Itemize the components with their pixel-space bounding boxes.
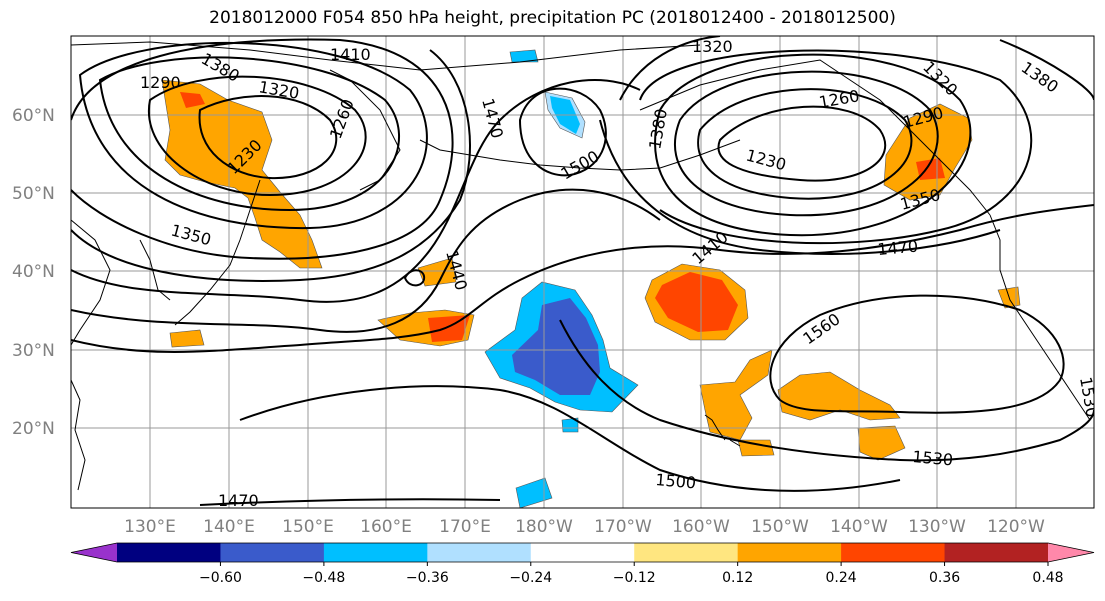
precip-red-160w [655, 272, 738, 332]
contour-1470-main [71, 204, 1094, 353]
contour-label: 1470 [218, 491, 259, 510]
lon-label: 120°W [987, 517, 1045, 537]
colorbar-tick-label: −0.60 [199, 570, 242, 586]
colorbar-cell [737, 543, 842, 562]
lon-label: 130°W [908, 517, 966, 537]
contour-1440 [71, 188, 661, 333]
colorbar-tick-label: −0.36 [406, 570, 449, 586]
contour-label: 1290 [140, 73, 181, 92]
contour-label: 1320 [692, 37, 733, 56]
precip-cyan-small [509, 49, 539, 63]
colorbar-cell [220, 543, 325, 562]
lon-label: 140°E [203, 517, 255, 537]
contour-1230-east [717, 105, 887, 182]
lon-label: 180°W [515, 517, 573, 537]
contour-1500 [239, 385, 901, 492]
colorbar: −0.60 −0.48 −0.36 −0.24 −0.12 0.12 0.24 0.36 0.4… [70, 542, 1095, 586]
contour-1260-east [697, 88, 913, 200]
contour-1350-west [71, 38, 454, 260]
contour-1440-loop [403, 269, 426, 287]
colorbar-extend-low [71, 543, 117, 562]
precip-orange-135w [857, 425, 906, 461]
coast-korea [139, 239, 171, 301]
contour-label: 1500 [655, 470, 697, 492]
lat-label: 40°N [12, 262, 55, 282]
colorbar-outline [70, 542, 1095, 563]
lon-label: 170°W [594, 517, 652, 537]
precip-orange-170e-north [417, 257, 457, 287]
lon-label: 170°E [439, 517, 491, 537]
precip-red-alaska [916, 158, 945, 180]
lon-label: 160°W [672, 517, 730, 537]
colorbar-cell [944, 543, 1049, 562]
colorbar-tick-label: 0.24 [826, 570, 857, 586]
lon-label: 150°E [282, 517, 334, 537]
colorbar-extend-high [1048, 543, 1094, 562]
contour-1380-east [619, 36, 1094, 101]
contour-label: 1530 [912, 447, 954, 469]
lat-label: 20°N [12, 419, 55, 439]
colorbar-ticks: −0.60 −0.48 −0.36 −0.24 −0.12 0.12 0.24 0.36 0.4… [199, 562, 1064, 586]
contour-1530 [559, 319, 1094, 462]
coast-japan [174, 179, 261, 326]
lon-label: 150°W [751, 517, 809, 537]
colorbar-tick-label: −0.24 [509, 570, 552, 586]
colorbar-tick-label: −0.12 [613, 570, 656, 586]
contour-1410-west [71, 79, 641, 303]
lat-label: 60°N [12, 106, 55, 126]
coast-hawaii [704, 414, 741, 447]
lon-label: 140°W [830, 517, 888, 537]
contour-label: 1470 [877, 237, 919, 259]
precip-orange-japan [161, 79, 323, 269]
precip-blue-dateline [512, 298, 600, 395]
colorbar-tick-label: −0.48 [302, 570, 345, 586]
precip-cyan-south [515, 477, 553, 508]
contour-1410-east [599, 119, 1001, 255]
lon-label: 160°E [360, 517, 412, 537]
contour-1320-east [654, 53, 972, 237]
colorbar-tick-label: 0.48 [1032, 570, 1063, 586]
graticule [71, 36, 1094, 508]
longitude-labels: 130°E 140°E 150°E 160°E 170°E 180°W 170°… [124, 517, 1045, 537]
latitude-labels: 60°N 50°N 40°N 30°N 20°N [12, 106, 55, 439]
precip-orange-150w [699, 349, 773, 441]
map-title: 2018012000 F054 850 hPa height, precipit… [209, 8, 896, 28]
colorbar-tick-label: 0.12 [722, 570, 753, 586]
precip-red-japan [180, 92, 205, 108]
precip-orange-hawaii [737, 439, 775, 457]
contour-1470-south [199, 498, 501, 506]
height-contours [71, 36, 1094, 506]
precip-orange-south-japan [169, 329, 205, 348]
coastlines [71, 41, 1091, 491]
colorbar-cell [323, 543, 428, 562]
map-frame [70, 35, 1095, 509]
colorbar-cell [530, 543, 635, 562]
contour-1290-east [674, 70, 939, 217]
colorbar-tick-label: 0.36 [929, 570, 960, 586]
contour-label: 1410 [330, 45, 371, 64]
precip-orange-140w [777, 371, 901, 421]
coast-asia [71, 219, 111, 346]
contour-1260-west [147, 75, 367, 197]
colorbar-cell [427, 543, 532, 562]
coast-na-west [989, 214, 1091, 421]
contour-1560 [769, 294, 1065, 414]
contour-1350-east [639, 49, 1033, 245]
contour-1230-west [198, 95, 338, 180]
lon-label: 130°E [124, 517, 176, 537]
coast-aleutians [419, 139, 741, 171]
coast-philippines [71, 379, 86, 491]
lat-label: 30°N [12, 341, 55, 361]
contour-1380-west [71, 49, 471, 282]
contour-1500-north [518, 87, 607, 177]
coast-siberia [71, 41, 701, 71]
colorbar-cell [634, 543, 739, 562]
colorbar-cell [117, 543, 221, 562]
lat-label: 50°N [12, 184, 55, 204]
colorbar-cells [70, 542, 1095, 563]
contour-1290-west [98, 56, 400, 212]
colorbar-cell [841, 543, 946, 562]
